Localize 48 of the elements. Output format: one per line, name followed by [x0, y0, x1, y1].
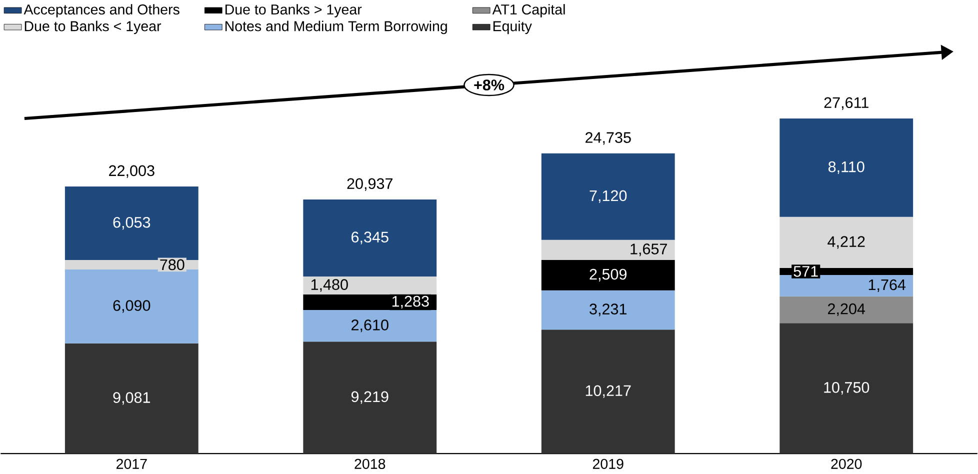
data-label: 780 — [160, 259, 184, 270]
x-tick-label: 2019 — [592, 458, 624, 469]
bar — [64, 186, 198, 260]
legend-label: Equity — [493, 20, 532, 34]
data-label: 8,110 — [828, 161, 864, 174]
data-label: 7,120 — [590, 190, 627, 203]
total-label: 24,735 — [586, 132, 631, 145]
data-label: 6,053 — [113, 216, 150, 230]
x-tick-label: 2018 — [354, 458, 386, 469]
bar — [541, 153, 675, 240]
data-label: 2,610 — [352, 320, 388, 332]
data-label: 4,212 — [828, 236, 865, 249]
bar — [303, 310, 437, 342]
legend-label: AT1 Capital — [492, 4, 565, 18]
bar — [780, 118, 914, 217]
data-label: 1,657 — [630, 244, 667, 256]
bar — [64, 343, 198, 454]
data-label: 2,509 — [590, 268, 627, 282]
data-label: 9,081 — [113, 392, 150, 405]
text: +8% — [474, 80, 504, 90]
legend-label: Notes and Medium Term Borrowing — [225, 20, 447, 34]
data-label: 10,217 — [586, 385, 631, 398]
data-label: 571 — [794, 266, 818, 277]
data-label: 1,764 — [868, 279, 906, 292]
bar — [780, 323, 914, 454]
bar — [303, 342, 437, 454]
legend-label: Due to Banks < 1year — [24, 20, 162, 34]
x-tick-label: 2020 — [831, 458, 862, 469]
legend-label: Acceptances and Others — [24, 4, 180, 18]
bar — [64, 269, 198, 344]
total-label: 27,611 — [824, 97, 868, 110]
bar — [541, 330, 675, 454]
total-label: 22,003 — [109, 165, 154, 178]
data-label: 10,750 — [824, 382, 870, 395]
bar — [541, 290, 675, 330]
legend-label: Due to Banks > 1year — [225, 4, 362, 18]
data-label: 1,283 — [392, 296, 429, 309]
data-label: 6,090 — [113, 300, 150, 313]
data-label: 1,480 — [311, 279, 348, 292]
bar — [541, 260, 675, 290]
data-label: 2,204 — [828, 303, 866, 316]
data-label: 3,231 — [590, 304, 626, 316]
total-label: 20,937 — [347, 178, 392, 191]
bar — [303, 199, 437, 276]
data-label: 6,345 — [352, 232, 388, 244]
bar — [780, 296, 914, 324]
x-tick-label: 2017 — [116, 458, 147, 469]
data-label: 9,219 — [351, 391, 388, 404]
